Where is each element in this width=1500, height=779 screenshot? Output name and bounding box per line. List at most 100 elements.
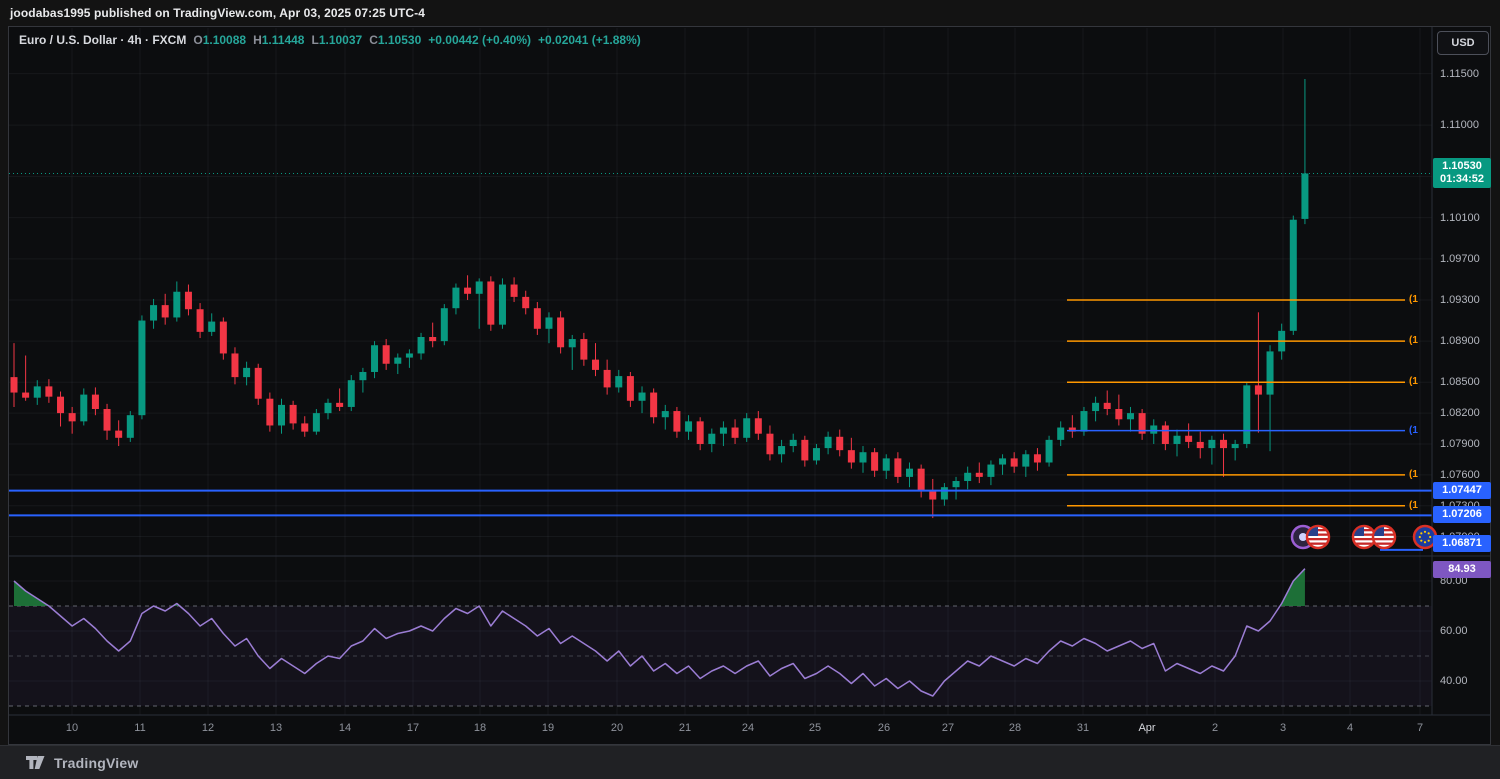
candle-body (359, 371, 367, 381)
candle-body (568, 339, 576, 348)
candle-body (1080, 411, 1088, 432)
level-line-label: (1 (1409, 468, 1418, 480)
symbol-title: Euro / U.S. Dollar · 4h · FXCM (19, 33, 187, 47)
candle-body (999, 458, 1007, 465)
candle-body (382, 345, 390, 364)
time-axis-label: 18 (473, 722, 487, 734)
candle-body (1010, 458, 1018, 467)
candle-body (487, 281, 495, 325)
candle-body (847, 450, 855, 463)
candle-body (1289, 219, 1297, 331)
candle-body (312, 413, 320, 432)
candle-body (243, 367, 251, 378)
candle-body (812, 448, 820, 461)
rsi-value-badge: 84.93 (1433, 560, 1491, 578)
price-tick-label: 1.08200 (1440, 407, 1480, 420)
event-us-flag-icon[interactable] (1351, 524, 1377, 550)
time-axis-label: 26 (877, 722, 891, 734)
time-axis-label: 14 (338, 722, 352, 734)
candle-body (522, 296, 530, 309)
candle-body (347, 380, 355, 407)
event-us-flag-icon[interactable] (1305, 524, 1331, 550)
time-axis-label: 7 (1416, 722, 1424, 734)
footer-bar: TradingView (0, 745, 1500, 779)
publish-header: joodabas1995 published on TradingView.co… (0, 0, 1500, 26)
candle-body (254, 367, 262, 399)
candle-body (1150, 425, 1158, 434)
candle-body (405, 353, 413, 358)
time-axis-label: 11 (134, 722, 146, 734)
high-label: H (253, 33, 262, 47)
candle-body (778, 446, 786, 455)
candle-body (557, 317, 565, 348)
candle-body (859, 452, 867, 463)
candle-body (917, 468, 925, 492)
candle-body (1092, 402, 1100, 412)
symbol-legend[interactable]: Euro / U.S. Dollar · 4h · FXCM O1.10088 … (19, 33, 641, 47)
candle-body (871, 452, 879, 471)
candle-body (498, 284, 506, 325)
rsi-line (13, 568, 1306, 697)
candle-body (603, 369, 611, 388)
candle-body (661, 411, 669, 418)
candle-body (1115, 409, 1123, 420)
time-axis-label: 2 (1211, 722, 1219, 734)
candlestick-series (10, 79, 1309, 519)
time-axis-label: 10 (65, 722, 79, 734)
candle-body (336, 402, 344, 407)
candle-body (22, 392, 30, 398)
candle-body (708, 433, 716, 444)
candle-body (324, 402, 332, 414)
candle-body (545, 317, 553, 329)
candle-body (196, 309, 204, 332)
candle-body (952, 481, 960, 488)
candle-body (1103, 402, 1111, 410)
candle-body (824, 436, 832, 449)
price-tick-label: 1.08500 (1440, 376, 1480, 389)
time-axis-label: 27 (941, 722, 955, 734)
candle-body (1068, 427, 1076, 432)
candle-body (836, 436, 844, 451)
candle-body (417, 337, 425, 354)
candle-body (592, 359, 599, 370)
candle-body (801, 439, 809, 461)
candle-body (964, 472, 972, 482)
candle-body (1185, 435, 1193, 442)
candle-body (638, 392, 646, 401)
candle-body (45, 386, 53, 397)
candle-body (975, 472, 983, 477)
candle-body (906, 468, 914, 477)
price-tick-label: 1.11500 (1440, 67, 1479, 80)
time-axis-label: 24 (741, 722, 755, 734)
close-value: 1.10530 (377, 33, 422, 47)
rsi-tick-label: 40.00 (1440, 675, 1468, 687)
candle-body (766, 433, 774, 455)
candle-body (743, 418, 751, 438)
candle-body (510, 284, 518, 297)
time-axis-label: 17 (406, 722, 420, 734)
rsi-tick-label: 80.00 (1440, 575, 1468, 587)
open-label: O (193, 33, 203, 47)
candle-body (277, 404, 285, 426)
candle-body (266, 398, 274, 426)
chart-plot-area[interactable] (9, 27, 1490, 744)
candle-body (789, 439, 797, 447)
candle-body (452, 287, 460, 309)
change-absolute: +0.00442 (+0.40%) (428, 33, 532, 47)
candle-body (219, 321, 227, 354)
level-price-badge: 1.06871 (1433, 535, 1491, 552)
candle-body (103, 409, 111, 431)
level-line-label: (1 (1409, 335, 1418, 347)
currency-toggle-button[interactable]: USD (1437, 31, 1489, 55)
candle-body (161, 305, 169, 318)
candle-body (475, 281, 483, 294)
publish-title: joodabas1995 published on TradingView.co… (10, 6, 426, 20)
time-axis-label: 19 (541, 722, 555, 734)
tradingview-brand-text: TradingView (54, 754, 139, 771)
time-axis-label: 3 (1279, 722, 1287, 734)
candle-body (987, 464, 995, 477)
bar-countdown: 01:34:52 (1439, 173, 1485, 186)
low-value: 1.10037 (318, 33, 363, 47)
event-us-flag-icon[interactable] (1371, 524, 1397, 550)
candle-body (10, 377, 18, 393)
